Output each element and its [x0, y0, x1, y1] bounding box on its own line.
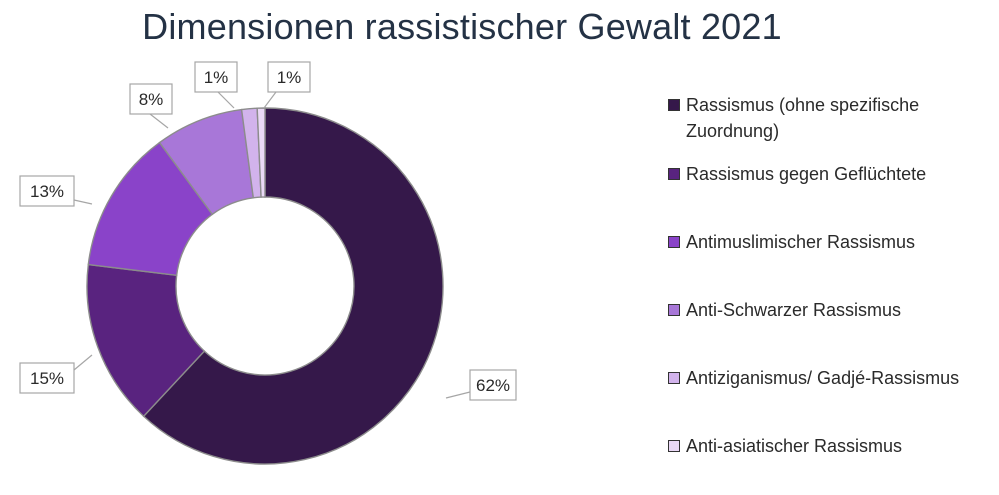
- legend-swatch: [668, 99, 680, 111]
- data-label-pointer: [149, 113, 169, 129]
- data-label-pointer: [73, 354, 93, 371]
- legend-label: Anti-Schwarzer Rassismus: [686, 300, 902, 320]
- donut-chart: 62% 15% 13% 8% 1% 1%: [19, 61, 517, 465]
- legend-item-antiziganismus: Antiziganismus/ Gadjé-Rassismus: [668, 365, 976, 391]
- data-label-pointer: [73, 199, 93, 205]
- legend-item-gefluechtete: Rassismus gegen Geflüchtete: [668, 161, 976, 187]
- legend-swatch: [668, 304, 680, 316]
- legend-swatch: [668, 372, 680, 384]
- donut-slice-anti-asiatisch: [256, 107, 266, 198]
- legend-swatch: [668, 440, 680, 452]
- legend-swatch: [668, 168, 680, 180]
- data-label-antimuslimisch: 13%: [19, 175, 93, 207]
- data-label-text: 62%: [476, 376, 510, 395]
- data-label-text: 13%: [30, 182, 64, 201]
- data-label-gefluechtete: 15%: [19, 354, 93, 394]
- legend-swatch: [668, 236, 680, 248]
- legend-item-antimuslimisch: Antimuslimischer Rassismus: [668, 229, 976, 255]
- legend-label: Anti-asiatischer Rassismus: [686, 436, 903, 456]
- data-label-box: [129, 83, 173, 115]
- data-label-pointer: [217, 91, 235, 109]
- legend-label: Antiziganismus/ Gadjé-Rassismus: [686, 368, 960, 388]
- data-label-pointer: [263, 91, 277, 109]
- donut-slice-gefluechtete: [86, 263, 206, 418]
- data-label-text: 15%: [30, 369, 64, 388]
- legend-label: Rassismus (ohne spezifische Zuordnung): [686, 95, 920, 141]
- data-label-anti-schwarz: 8%: [129, 83, 173, 129]
- data-label-box: [19, 362, 75, 394]
- chart-title: Dimensionen rassistischer Gewalt 2021: [142, 6, 782, 47]
- data-label-box: [469, 369, 517, 401]
- data-label-text: 1%: [277, 68, 302, 87]
- legend-item-anti-asiatisch: Anti-asiatischer Rassismus: [668, 433, 976, 459]
- data-label-box: [267, 61, 311, 93]
- data-label-anti-asiatisch: 1%: [263, 61, 311, 109]
- data-label-text: 1%: [204, 68, 229, 87]
- data-label-allgemein: 62%: [445, 369, 517, 401]
- legend-item-rassismus-allgemein: Rassismus (ohne spezifische Zuordnung): [668, 92, 976, 144]
- legend-label: Antimuslimischer Rassismus: [686, 232, 916, 252]
- legend-label: Rassismus gegen Geflüchtete: [686, 164, 927, 184]
- donut-slice-allgemein: [142, 107, 444, 465]
- data-label-text: 8%: [139, 90, 164, 109]
- data-label-box: [194, 61, 238, 93]
- legend-item-anti-schwarz: Anti-Schwarzer Rassismus: [668, 297, 976, 323]
- data-label-box: [19, 175, 75, 207]
- data-label-pointer: [445, 391, 471, 399]
- data-label-antiziganismus: 1%: [194, 61, 238, 109]
